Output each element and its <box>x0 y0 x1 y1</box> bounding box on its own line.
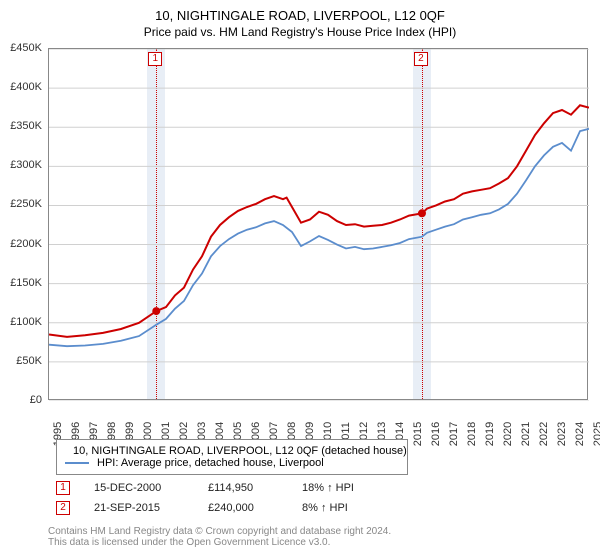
x-tick-label: 2018 <box>466 422 478 446</box>
legend: 10, NIGHTINGALE ROAD, LIVERPOOL, L12 0QF… <box>56 439 408 475</box>
chart-title: 10, NIGHTINGALE ROAD, LIVERPOOL, L12 0QF <box>0 0 600 23</box>
chart-svg <box>49 49 589 401</box>
transaction-row: 1 15-DEC-2000 £114,950 18% ↑ HPI <box>56 481 354 495</box>
legend-item-subject: 10, NIGHTINGALE ROAD, LIVERPOOL, L12 0QF… <box>65 445 399 457</box>
series-line-subject <box>49 105 589 337</box>
y-tick-label: £350K <box>0 120 42 132</box>
transaction-row-badge: 1 <box>56 481 70 495</box>
y-tick-label: £250K <box>0 198 42 210</box>
transaction-row-badge: 2 <box>56 501 70 515</box>
transaction-point <box>418 209 426 217</box>
transaction-hpi-delta: 18% ↑ HPI <box>302 482 354 494</box>
x-tick-label: 2022 <box>538 422 550 446</box>
x-tick-label: 2017 <box>448 422 460 446</box>
x-tick-label: 2025 <box>592 422 600 446</box>
transaction-price: £114,950 <box>208 482 278 494</box>
transaction-date: 21-SEP-2015 <box>94 502 184 514</box>
y-tick-label: £100K <box>0 316 42 328</box>
transaction-date: 15-DEC-2000 <box>94 482 184 494</box>
x-tick-label: 2023 <box>556 422 568 446</box>
x-tick-label: 2019 <box>484 422 496 446</box>
y-tick-label: £0 <box>0 394 42 406</box>
transaction-marker-badge: 2 <box>414 52 428 66</box>
x-tick-label: 2020 <box>502 422 514 446</box>
chart-subtitle: Price paid vs. HM Land Registry's House … <box>0 23 600 41</box>
legend-item-hpi: HPI: Average price, detached house, Live… <box>65 457 399 469</box>
y-tick-label: £300K <box>0 159 42 171</box>
footer-line-2: This data is licensed under the Open Gov… <box>48 537 391 548</box>
transaction-row: 2 21-SEP-2015 £240,000 8% ↑ HPI <box>56 501 348 515</box>
chart-plot-area <box>48 48 588 400</box>
transaction-marker-badge: 1 <box>148 52 162 66</box>
y-tick-label: £400K <box>0 81 42 93</box>
y-tick-label: £200K <box>0 238 42 250</box>
x-tick-label: 2021 <box>520 422 532 446</box>
legend-swatch-hpi <box>65 462 89 465</box>
legend-label-subject: 10, NIGHTINGALE ROAD, LIVERPOOL, L12 0QF… <box>73 445 407 457</box>
y-tick-label: £450K <box>0 42 42 54</box>
transaction-point <box>152 307 160 315</box>
footer-line-1: Contains HM Land Registry data © Crown c… <box>48 526 391 537</box>
legend-label-hpi: HPI: Average price, detached house, Live… <box>97 457 324 469</box>
y-tick-label: £150K <box>0 277 42 289</box>
x-tick-label: 2015 <box>412 422 424 446</box>
transaction-hpi-delta: 8% ↑ HPI <box>302 502 348 514</box>
x-tick-label: 2016 <box>430 422 442 446</box>
footer-attribution: Contains HM Land Registry data © Crown c… <box>48 526 391 548</box>
y-tick-label: £50K <box>0 355 42 367</box>
series-line-hpi <box>49 129 589 346</box>
x-tick-label: 2024 <box>574 422 586 446</box>
transaction-price: £240,000 <box>208 502 278 514</box>
